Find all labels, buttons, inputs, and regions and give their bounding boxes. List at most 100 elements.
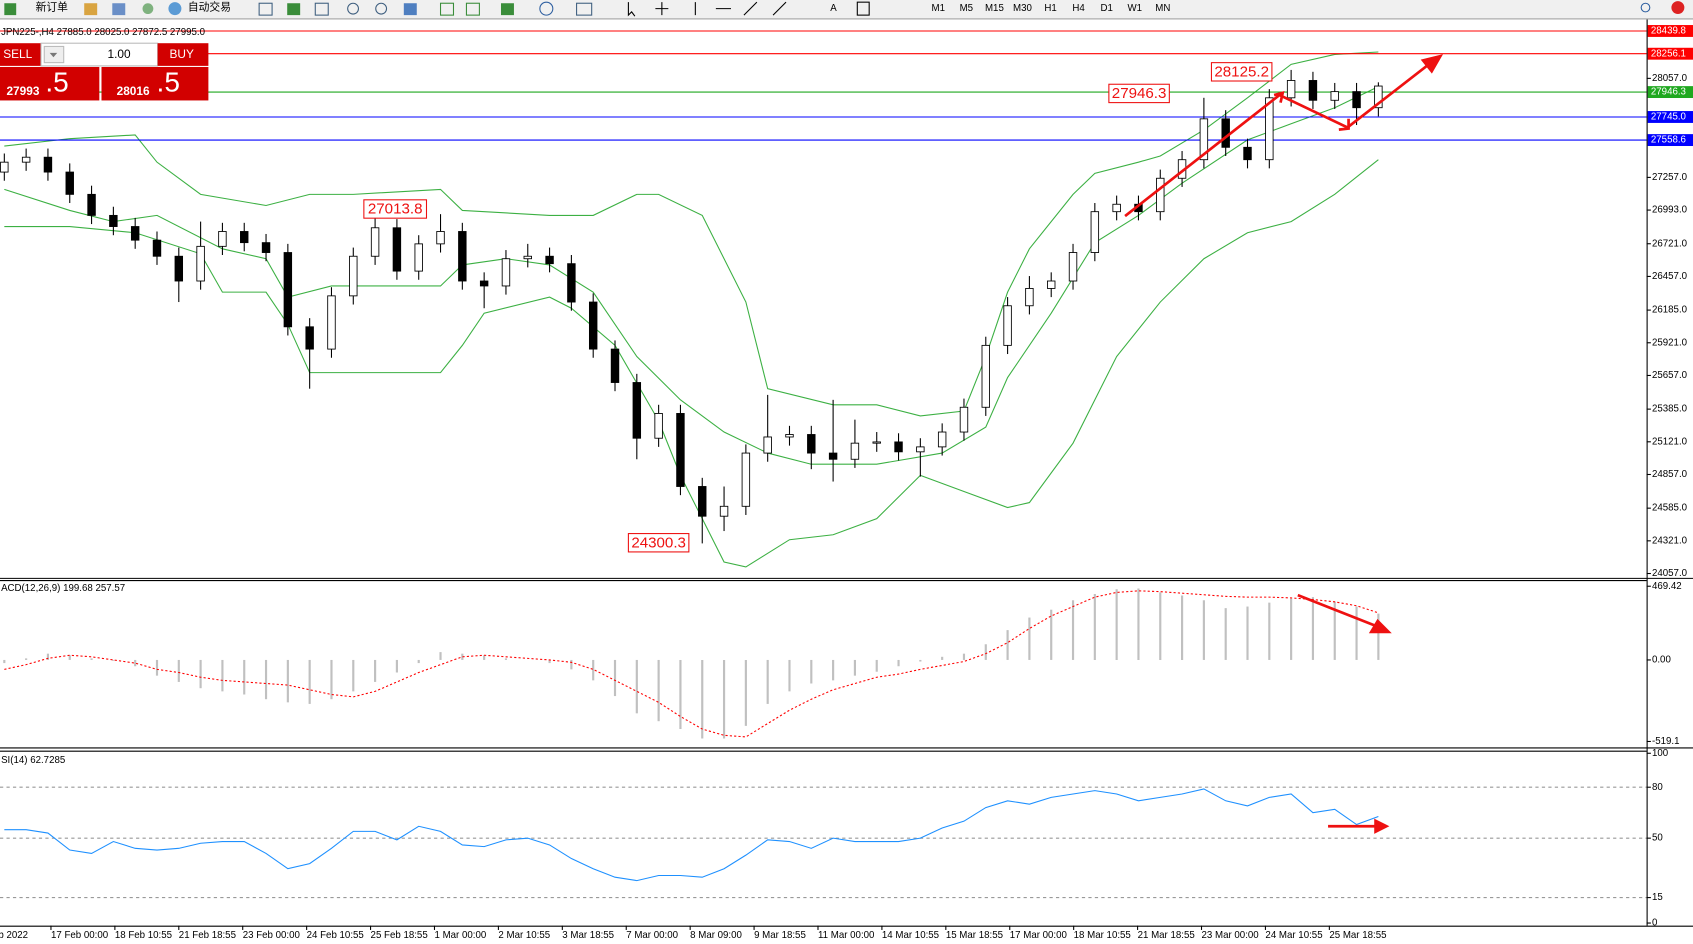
notification-badge[interactable] (1671, 1, 1685, 15)
candle-body (43, 156, 53, 173)
time-axis: Feb 2022 17 Feb 00:00 18 Feb 10:55 21 Feb 1… (0, 925, 1387, 941)
trend-arrows (1124, 54, 1444, 834)
candle-body (959, 406, 969, 433)
line-tools[interactable] (694, 1, 787, 16)
candle-body (523, 255, 532, 260)
candle-body (21, 156, 31, 163)
cursor-tool[interactable] (627, 2, 636, 17)
timeframe-button[interactable]: M15 (985, 3, 1004, 14)
price-annotation-box (1210, 62, 1273, 82)
candle-body (1352, 91, 1361, 109)
bid-price: 27993 (6, 84, 39, 98)
bollinger-upper (4, 51, 1379, 417)
candle-body (1025, 288, 1034, 307)
ask-price-button[interactable] (101, 66, 209, 101)
rsi-line (4, 788, 1379, 882)
timeframe-button[interactable]: MN (1155, 3, 1170, 14)
candle-body (1112, 203, 1121, 213)
timeframe-button[interactable]: D1 (1101, 3, 1113, 14)
search-icon[interactable] (1640, 2, 1651, 13)
indicator-title: SI(14) 62.7285 (1, 755, 65, 766)
buy-button[interactable] (157, 43, 209, 66)
price-level-tag (1647, 86, 1693, 99)
arrow-head (1420, 54, 1444, 74)
time-label: 25 Feb 18:55 (371, 930, 428, 941)
auto-trading-icon[interactable] (168, 2, 182, 16)
candle-body (937, 431, 947, 448)
text-tool[interactable]: A (830, 3, 837, 14)
candle-body (981, 344, 990, 408)
y-tick-label: 25385.0 (1652, 404, 1688, 415)
candle-body (305, 326, 314, 350)
candle-body (654, 413, 663, 439)
bid-price-fraction: .5 (45, 67, 68, 98)
periods[interactable] (539, 1, 554, 16)
candle-body (1308, 80, 1318, 101)
toolbar-icon[interactable] (142, 3, 154, 15)
tool-icon[interactable] (465, 2, 480, 16)
templates[interactable] (576, 2, 593, 16)
timeframe-button[interactable]: M5 (960, 3, 973, 14)
y-tick-label: 25121.0 (1652, 436, 1688, 447)
y-tick-label: 80 (1652, 782, 1663, 793)
candle-body (152, 239, 162, 257)
timeframe-button[interactable]: M1 (932, 3, 945, 14)
tool-icon[interactable] (439, 2, 455, 16)
one-click-trading: SELL 1.00 BUY 27993 .5 28016 .5 (0, 42, 209, 101)
timeframe-button[interactable]: W1 (1128, 3, 1143, 14)
new-order-button[interactable]: 新订单 (36, 0, 69, 13)
tool-icon[interactable] (258, 2, 273, 16)
time-label: 11 Mar 00:00 (818, 930, 875, 941)
label-tool[interactable] (856, 1, 870, 16)
candle-body (392, 227, 402, 272)
bid-price-button[interactable] (0, 66, 100, 101)
time-label: 21 Mar 18:55 (1138, 930, 1195, 941)
tool-icon[interactable] (287, 3, 301, 16)
zoom-out[interactable] (375, 2, 388, 15)
time-label: 18 Feb 10:55 (115, 930, 172, 941)
time-label: 24 Feb 10:55 (307, 930, 364, 941)
buy-label[interactable]: BUY (170, 47, 194, 61)
price-annotation-box (363, 199, 428, 219)
candle-body (588, 301, 598, 350)
candle-body (283, 252, 293, 328)
timeframe-button[interactable]: H4 (1072, 3, 1085, 14)
toolbar-icon[interactable] (112, 3, 126, 16)
timeframe-button[interactable]: M30 (1013, 3, 1032, 14)
candle-body (828, 452, 838, 460)
candle-body (436, 231, 445, 245)
lot-value[interactable]: 1.00 (108, 47, 131, 61)
y-tick-label: 27257.0 (1652, 172, 1688, 183)
candle-body (1265, 97, 1274, 161)
price-level-label: 27745.0 (1651, 112, 1687, 123)
auto-trading-button[interactable]: 自动交易 (188, 0, 231, 13)
candle-body (872, 441, 881, 444)
candle-body (1199, 118, 1209, 161)
candle-body (458, 231, 467, 282)
candle-body (196, 245, 205, 282)
tile-windows[interactable] (403, 3, 417, 16)
candle-body (741, 452, 751, 507)
candle-body (545, 255, 554, 265)
timeframe-bar: M1 M5 M15 M30 H1 H4 D1 W1 MN (932, 3, 1171, 14)
candle-body (1068, 252, 1078, 282)
candle-body (1286, 80, 1296, 99)
y-tick-label: 100 (1652, 748, 1669, 759)
toolbar-icon[interactable] (84, 3, 98, 16)
timeframe-button[interactable]: H1 (1044, 3, 1056, 14)
candle-body (501, 258, 511, 287)
y-tick-label: 24321.0 (1652, 535, 1688, 546)
new-order-icon[interactable] (4, 3, 17, 16)
tool-icon[interactable] (314, 2, 329, 16)
sell-button[interactable] (0, 43, 42, 66)
arrow-head (1338, 118, 1350, 131)
indicators[interactable] (500, 3, 514, 16)
zoom-in[interactable] (347, 2, 360, 15)
crosshair-tool[interactable] (655, 2, 669, 16)
time-label: Feb 2022 (0, 930, 28, 941)
sell-label[interactable]: SELL (3, 47, 32, 61)
y-tick-label: -519.1 (1652, 736, 1680, 747)
candle-body (174, 255, 184, 282)
time-label: 23 Mar 00:00 (1202, 930, 1260, 941)
